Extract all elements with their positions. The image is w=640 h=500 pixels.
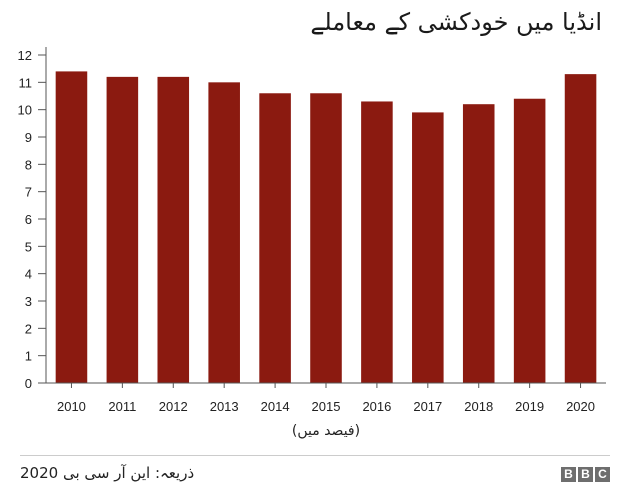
y-tick-label: 8 (25, 157, 32, 172)
x-tick-label: 2018 (464, 399, 493, 414)
bar (106, 76, 139, 383)
x-tick-label: 2013 (210, 399, 239, 414)
y-tick-label: 2 (25, 321, 32, 336)
bar (259, 93, 291, 384)
footer-divider (20, 455, 610, 456)
bar (55, 71, 88, 384)
x-tick-label: 2011 (108, 399, 136, 414)
source-note: ذریعہ: این آر سی بی 2020 (20, 464, 195, 482)
y-tick-label: 4 (25, 267, 32, 282)
x-tick-label: 2016 (362, 399, 391, 414)
x-tick-label: 2014 (261, 399, 290, 414)
y-tick-label: 7 (25, 185, 32, 200)
bar (208, 82, 240, 383)
y-tick-label: 9 (25, 130, 32, 145)
y-tick-label: 11 (19, 75, 33, 90)
bar (462, 104, 495, 383)
bar (361, 101, 393, 383)
logo-letter: C (595, 467, 610, 482)
y-tick-label: 5 (25, 239, 32, 254)
x-tick-label: 2020 (566, 399, 595, 414)
y-tick-label: 0 (25, 376, 32, 391)
y-tick-label: 1 (25, 349, 32, 364)
x-tick-label: 2015 (312, 399, 341, 414)
unit-label: (فیصد میں) (292, 423, 360, 439)
bar (412, 112, 444, 384)
y-tick-label: 12 (18, 48, 32, 63)
bar (513, 98, 546, 383)
y-tick-label: 3 (25, 294, 32, 309)
bar (157, 76, 190, 383)
x-axis: 2010 2011 2012 2013 2014 2015 2016 2017 2018 2019… (46, 382, 606, 414)
logo-letter: B (561, 467, 576, 482)
x-tick-label: 2019 (515, 399, 544, 414)
y-tick-label: 6 (25, 212, 32, 227)
y-tick-label: 10 (18, 103, 32, 118)
broadcaster-logo: B B C (561, 467, 610, 482)
bar (564, 74, 597, 383)
logo-letter: B (578, 467, 593, 482)
bars (55, 71, 597, 384)
x-tick-label: 2012 (159, 399, 188, 414)
bar (310, 93, 342, 384)
x-tick-label: 2010 (57, 399, 86, 414)
x-tick-label: 2017 (413, 399, 442, 414)
chart-title: انڈیا میں خودکشی کے معاملے (310, 8, 602, 36)
